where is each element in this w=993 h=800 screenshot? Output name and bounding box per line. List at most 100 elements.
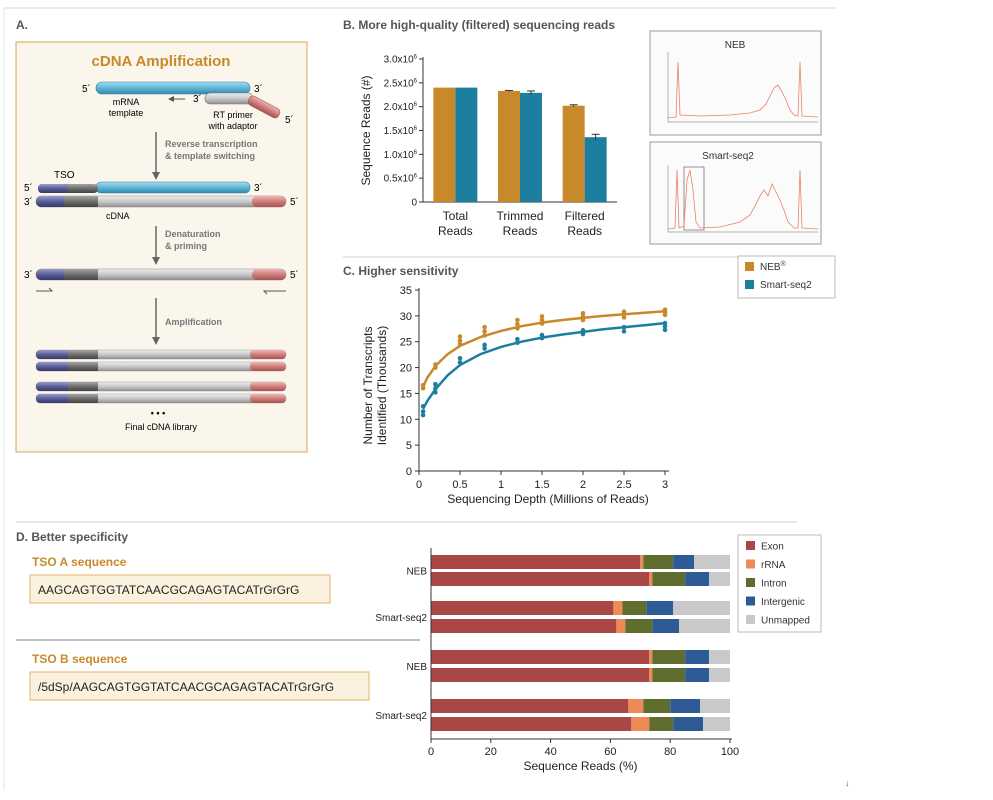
y-tick-label: 20 bbox=[400, 363, 412, 375]
data-point-neb bbox=[580, 317, 586, 323]
step3-label: Amplification bbox=[165, 317, 222, 327]
bar-segment-exon bbox=[431, 717, 632, 731]
legend-swatch-unmapped bbox=[746, 615, 755, 624]
panel-a-title: cDNA Amplification bbox=[92, 53, 231, 70]
x-tick-label: 60 bbox=[604, 746, 616, 758]
bar-segment-rrna bbox=[649, 668, 653, 682]
data-point-neb bbox=[482, 333, 487, 338]
bar-segment-intergenic bbox=[673, 555, 695, 569]
data-point-smartseq bbox=[457, 355, 463, 361]
bar-segment-exon bbox=[431, 699, 629, 713]
rt-5-prime: 5´ bbox=[285, 114, 294, 126]
legend-label-neb: NEB® bbox=[760, 260, 787, 273]
panel-a-label: A. bbox=[16, 18, 28, 32]
legend-swatch-intron bbox=[746, 578, 755, 587]
ss-purple bbox=[36, 269, 68, 280]
data-point-neb bbox=[457, 342, 463, 347]
legend-label-intergenic: Intergenic bbox=[761, 597, 805, 608]
bar-segment-intron bbox=[643, 555, 674, 569]
bar-segment-intergenic bbox=[685, 650, 710, 664]
tso-5-prime: 5´ bbox=[24, 182, 33, 194]
data-point-neb bbox=[539, 314, 545, 319]
rt-label-1: RT primer bbox=[213, 110, 253, 120]
bar-segment-exon bbox=[431, 668, 650, 682]
y-tick-label: 10 bbox=[400, 414, 412, 426]
cdna-3-prime: 3´ bbox=[24, 196, 33, 208]
cdna-purple bbox=[36, 196, 68, 207]
y-tick-label: 5 bbox=[406, 440, 412, 452]
data-point-neb bbox=[433, 362, 438, 367]
bar-segment-exon bbox=[431, 572, 650, 586]
bar-segment-intron bbox=[649, 717, 674, 731]
x-tick-label: 0 bbox=[428, 746, 434, 758]
forward-primer-icon bbox=[36, 287, 54, 292]
x-tick-label: 80 bbox=[664, 746, 676, 758]
cdna-red bbox=[252, 196, 286, 207]
rt-primer bbox=[204, 92, 254, 105]
data-point-neb bbox=[482, 329, 487, 334]
group-label: Smart-seq2 bbox=[375, 613, 427, 624]
x-tick-label: 0 bbox=[416, 479, 422, 491]
panel-b-title: B. More high-quality (filtered) sequenci… bbox=[343, 18, 615, 32]
rt-label-2: with adaptor bbox=[207, 121, 257, 131]
data-point-neb bbox=[539, 321, 545, 326]
data-point-smartseq bbox=[515, 340, 520, 346]
tso-purple bbox=[38, 184, 68, 193]
data-point-neb bbox=[515, 317, 520, 323]
legend-swatch-neb bbox=[745, 262, 754, 271]
x-category-label: Reads bbox=[438, 224, 473, 238]
data-point-smartseq bbox=[621, 324, 627, 330]
data-point-neb bbox=[580, 310, 586, 316]
y-tick-label: 2.5x106 bbox=[384, 78, 418, 89]
y-tick-label: 1.0x106 bbox=[384, 150, 418, 161]
bar-segment-intergenic bbox=[685, 668, 710, 682]
y-tick-label: 0.5x106 bbox=[384, 174, 418, 185]
step2-label-a: Denaturation bbox=[165, 229, 221, 239]
panel-d-title: D. Better specificity bbox=[16, 530, 128, 544]
x-tick-label: 2 bbox=[580, 479, 586, 491]
inset-smart-trace bbox=[667, 169, 819, 230]
data-point-neb bbox=[621, 309, 627, 315]
group-label: NEB bbox=[406, 662, 427, 673]
step2-label-b: & priming bbox=[165, 241, 207, 251]
x-category-label: Total bbox=[443, 209, 468, 223]
y-tick-label: 35 bbox=[400, 285, 412, 297]
bar-segment-intergenic bbox=[652, 619, 680, 633]
mrna-label-2: template bbox=[109, 108, 144, 118]
x-category-label: Filtered bbox=[565, 209, 605, 223]
bar-segment-intron bbox=[652, 668, 686, 682]
legend-swatch-intergenic bbox=[746, 596, 755, 606]
y-tick-label: 15 bbox=[400, 388, 412, 400]
data-point-neb bbox=[457, 338, 463, 343]
left-arrowhead-icon bbox=[168, 96, 174, 102]
data-point-smartseq bbox=[482, 346, 487, 351]
legend-label-smart: Smart-seq2 bbox=[760, 280, 812, 291]
tso-a-title: TSO A sequence bbox=[32, 555, 127, 569]
y-tick-label: 25 bbox=[400, 337, 412, 349]
bar-segment-intergenic bbox=[646, 601, 674, 615]
data-point-neb bbox=[515, 325, 520, 331]
panel-a: A. cDNA Amplification 5´ 3´ mRNA templat… bbox=[15, 18, 308, 453]
sensitivity-legend bbox=[737, 255, 836, 299]
bar-segment-rrna bbox=[613, 601, 623, 615]
tso-b-sequence: /5dSp/AAGCAGTGGTATCAACGCAGAGTACATrGrGrG bbox=[38, 680, 334, 694]
panel-c-title: C. Higher sensitivity bbox=[343, 264, 459, 278]
cdna-dark bbox=[64, 196, 98, 207]
down-arrow-icon: ↓ bbox=[845, 778, 850, 788]
bar-neb bbox=[498, 90, 520, 202]
data-point-neb bbox=[420, 382, 426, 388]
x-tick-label: 20 bbox=[485, 746, 497, 758]
bar-segment-intergenic bbox=[673, 717, 704, 731]
down-arrowhead-icon bbox=[152, 337, 160, 345]
library-strands bbox=[35, 349, 287, 404]
legend-swatch-smart bbox=[745, 280, 754, 289]
bar-segment-rrna bbox=[631, 717, 650, 731]
legend-swatch-rrna bbox=[746, 559, 755, 569]
x-tick-label: 40 bbox=[544, 746, 556, 758]
data-point-neb bbox=[515, 321, 520, 327]
inset-neb-title: NEB bbox=[725, 40, 746, 51]
inset-neb-trace bbox=[667, 61, 819, 119]
bar-segment-intron bbox=[652, 572, 686, 586]
bar-smartseq bbox=[455, 87, 478, 202]
bar-segment-rrna bbox=[649, 572, 653, 586]
